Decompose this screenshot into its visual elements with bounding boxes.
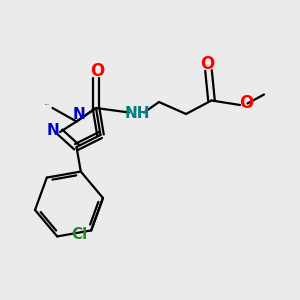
Text: O: O bbox=[200, 55, 214, 73]
Text: NH: NH bbox=[124, 106, 150, 122]
Text: methyl: methyl bbox=[45, 104, 50, 105]
Text: O: O bbox=[90, 62, 105, 80]
Text: O: O bbox=[239, 94, 254, 112]
Text: Cl: Cl bbox=[72, 226, 88, 242]
Text: N: N bbox=[47, 123, 60, 138]
Text: N: N bbox=[73, 107, 86, 122]
